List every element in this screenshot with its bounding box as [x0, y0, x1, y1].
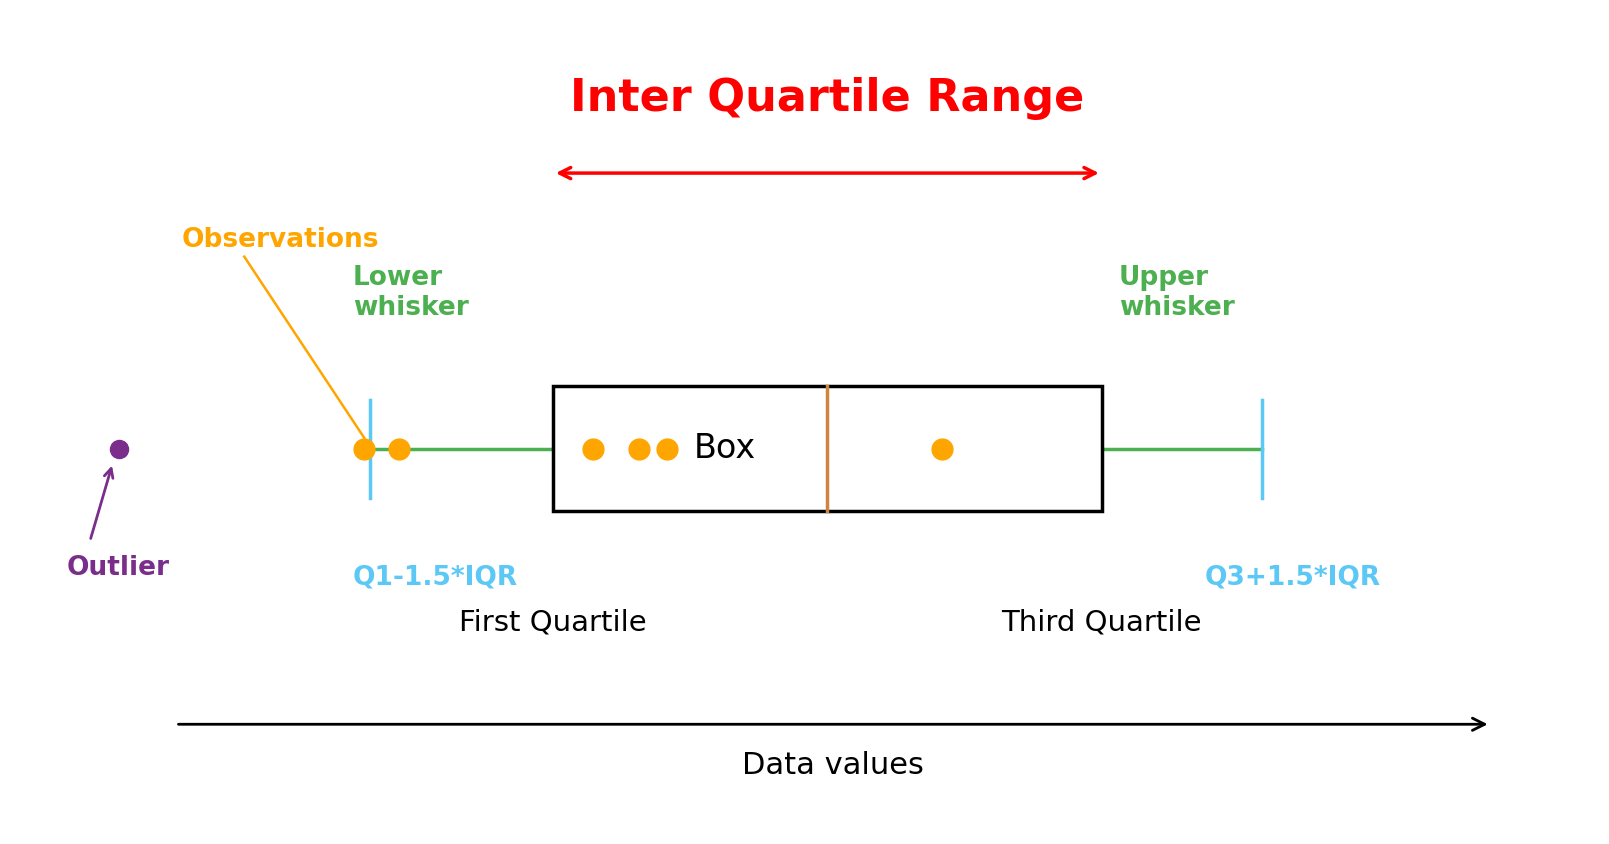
Bar [553, 387, 1102, 511]
Text: First Quartile: First Quartile [459, 609, 647, 636]
Text: Inter Quartile Range: Inter Quartile Range [570, 77, 1084, 120]
Text: Q3+1.5*IQR: Q3+1.5*IQR [1205, 565, 1381, 590]
Text: Lower
whisker: Lower whisker [352, 265, 468, 321]
Text: Box: Box [693, 432, 756, 465]
Text: Q1-1.5*IQR: Q1-1.5*IQR [352, 565, 518, 590]
Text: Observations: Observations [182, 227, 378, 253]
Text: Outlier: Outlier [68, 555, 171, 582]
Text: Third Quartile: Third Quartile [1001, 609, 1202, 636]
Text: Data values: Data values [742, 751, 924, 780]
Text: Upper
whisker: Upper whisker [1118, 265, 1234, 321]
